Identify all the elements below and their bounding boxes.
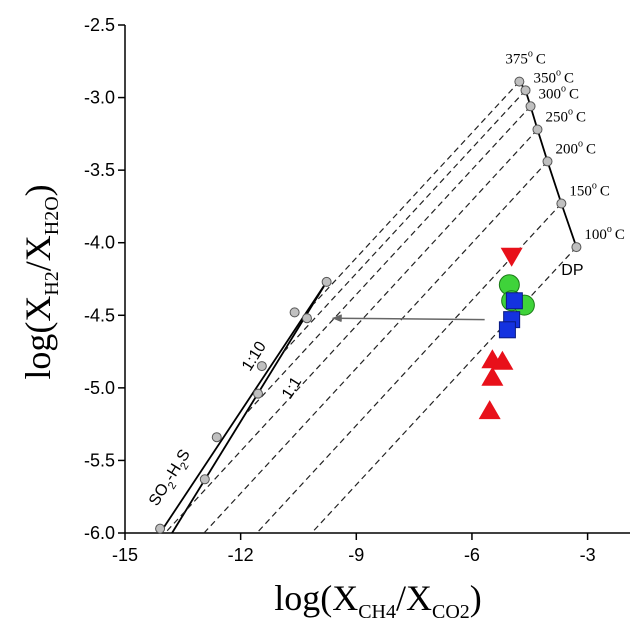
temperature-value: 100: [584, 227, 607, 243]
temperature-value: 250: [545, 110, 568, 126]
reference-line: [313, 81, 520, 305]
y-axis-title-part: ): [18, 184, 58, 196]
point: [301, 313, 312, 324]
x-tick-label: -6: [464, 545, 480, 565]
temperature-label: 250o C: [545, 107, 586, 126]
x-tick-label: -3: [580, 545, 596, 565]
y-tick-label: -3.5: [84, 160, 115, 180]
buffer-label-part: S: [174, 447, 194, 465]
x-axis-title: log(XCH4/XCO2): [274, 578, 482, 623]
x-axis-title-part: CO2: [432, 601, 470, 623]
y-axis-title: log(XH2/XH2O): [18, 184, 63, 379]
reference-line: [203, 161, 548, 534]
x-axis-title-part: CH4: [358, 601, 396, 623]
temperature-label: 375o C: [505, 49, 546, 68]
x-axis-title-part: log(X: [274, 578, 358, 618]
buffer-label: SO2-H2S: [146, 447, 197, 512]
point: [542, 156, 553, 167]
buffer-label-part: 2: [166, 480, 179, 492]
degree-unit: C: [600, 184, 610, 200]
degree-sign: o: [607, 224, 612, 235]
temperature-label: 200o C: [556, 138, 597, 157]
point: [532, 124, 543, 135]
degree-unit: C: [615, 227, 625, 243]
point: [211, 432, 222, 443]
point: [289, 307, 300, 318]
point: [256, 361, 267, 372]
degree-sign: o: [568, 107, 573, 118]
y-tick-label: -3.0: [84, 88, 115, 108]
y-axis-title-part: log(X: [18, 296, 58, 380]
arrow: [331, 314, 485, 323]
degree-sign: o: [556, 67, 561, 78]
ratio-label: 1:1: [279, 374, 305, 402]
y-tick-label: -5.5: [84, 450, 115, 470]
x-axis-title-part: /X: [396, 578, 432, 618]
temperature-value: 150: [569, 184, 592, 200]
x-tick-label: -15: [112, 545, 138, 565]
temperature-label: 300o C: [539, 83, 580, 102]
point: [321, 276, 332, 287]
point: [498, 321, 516, 339]
point: [500, 247, 523, 267]
x-axis-title-part: ): [470, 578, 482, 618]
degree-sign: o: [592, 181, 597, 192]
degree-sign: o: [528, 49, 533, 60]
reference-line: [159, 281, 328, 534]
point: [252, 388, 263, 399]
degree-sign: o: [561, 83, 566, 94]
y-tick-label: -2.5: [84, 15, 115, 35]
temperature-label: 150o C: [569, 181, 610, 200]
point: [155, 523, 166, 534]
degree-unit: C: [586, 141, 596, 157]
point: [571, 242, 582, 253]
reference-line: [164, 129, 538, 534]
y-tick-label: -4.0: [84, 233, 115, 253]
y-axis-title-part: H2: [41, 271, 63, 295]
reference-line: [311, 246, 577, 534]
degree-sign: o: [578, 138, 583, 149]
point: [525, 101, 536, 112]
point: [481, 366, 504, 386]
dp-label: DP: [561, 262, 583, 279]
buffer-label-part: -H: [161, 461, 184, 484]
point: [505, 292, 523, 310]
degree-unit: C: [576, 110, 586, 126]
y-axis-title-part: /X: [18, 235, 58, 271]
temperature-value: 200: [556, 141, 579, 157]
y-axis-title-part: H2O: [41, 196, 63, 235]
temperature-label: 350o C: [534, 67, 575, 86]
buffer-label-part: 2: [178, 461, 191, 473]
point: [514, 76, 525, 87]
temperature-label: 100o C: [584, 224, 625, 243]
degree-unit: C: [536, 52, 546, 68]
x-tick-label: -12: [228, 545, 254, 565]
temperature-value: 300: [539, 86, 562, 102]
point: [520, 85, 531, 96]
y-tick-label: -4.5: [84, 305, 115, 325]
temperature-value: 375: [505, 52, 528, 68]
point: [199, 474, 210, 485]
point: [478, 400, 501, 420]
degree-unit: C: [569, 86, 579, 102]
y-tick-label: -6.0: [84, 523, 115, 543]
x-tick-label: -9: [348, 545, 364, 565]
reference-line: [171, 281, 328, 534]
point: [556, 198, 567, 209]
point: [491, 350, 514, 370]
reference-line: [282, 89, 526, 354]
temperature-value: 350: [534, 70, 557, 86]
degree-unit: C: [564, 70, 574, 86]
y-tick-label: -5.0: [84, 378, 115, 398]
